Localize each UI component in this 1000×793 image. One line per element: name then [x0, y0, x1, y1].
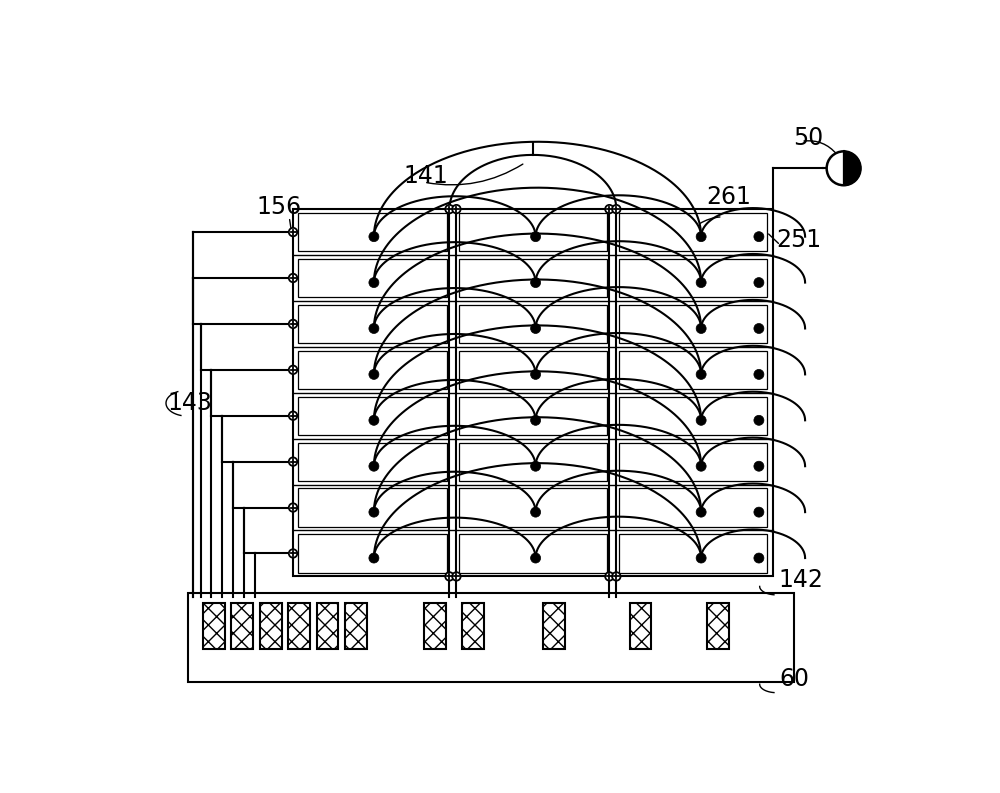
Bar: [298, 488, 447, 527]
Circle shape: [369, 462, 379, 471]
Bar: [619, 396, 767, 435]
Circle shape: [289, 412, 297, 420]
Circle shape: [452, 573, 461, 580]
Bar: [188, 593, 794, 682]
Bar: [260, 603, 282, 649]
Bar: [293, 209, 773, 577]
Circle shape: [754, 232, 764, 242]
Bar: [298, 442, 447, 481]
Circle shape: [696, 508, 706, 517]
Circle shape: [369, 508, 379, 517]
Bar: [298, 213, 447, 251]
Bar: [619, 259, 767, 297]
Circle shape: [827, 151, 861, 186]
Circle shape: [289, 274, 297, 282]
Bar: [630, 603, 651, 649]
Circle shape: [369, 278, 379, 288]
Circle shape: [289, 320, 297, 328]
Circle shape: [754, 324, 764, 334]
Bar: [619, 351, 767, 389]
Text: 142: 142: [778, 569, 823, 592]
Bar: [619, 488, 767, 527]
Bar: [459, 213, 607, 251]
Bar: [345, 603, 367, 649]
Circle shape: [696, 462, 706, 471]
Circle shape: [605, 573, 614, 580]
Text: 141: 141: [403, 164, 448, 188]
Text: 50: 50: [794, 125, 824, 150]
Circle shape: [754, 553, 764, 563]
Circle shape: [754, 462, 764, 471]
Bar: [459, 305, 607, 343]
Circle shape: [289, 228, 297, 236]
Circle shape: [696, 553, 706, 563]
Bar: [298, 305, 447, 343]
Circle shape: [612, 573, 621, 580]
Circle shape: [369, 232, 379, 242]
Circle shape: [696, 324, 706, 334]
Circle shape: [445, 205, 454, 213]
Circle shape: [289, 366, 297, 374]
Circle shape: [696, 370, 706, 379]
Text: 251: 251: [777, 228, 822, 252]
Circle shape: [445, 573, 454, 580]
Bar: [424, 603, 446, 649]
Bar: [543, 603, 565, 649]
Circle shape: [754, 508, 764, 517]
Bar: [298, 351, 447, 389]
Circle shape: [754, 278, 764, 288]
Polygon shape: [844, 151, 861, 186]
Circle shape: [531, 508, 541, 517]
Bar: [459, 396, 607, 435]
Bar: [619, 442, 767, 481]
Bar: [462, 603, 484, 649]
Circle shape: [531, 278, 541, 288]
Circle shape: [754, 370, 764, 379]
Bar: [203, 603, 225, 649]
Text: 261: 261: [707, 185, 751, 209]
Circle shape: [531, 232, 541, 242]
Circle shape: [369, 553, 379, 563]
Bar: [619, 534, 767, 573]
Text: 143: 143: [168, 391, 212, 416]
Bar: [317, 603, 338, 649]
Circle shape: [696, 232, 706, 242]
Bar: [459, 534, 607, 573]
Circle shape: [289, 550, 297, 557]
Circle shape: [369, 416, 379, 425]
Bar: [288, 603, 310, 649]
Circle shape: [612, 205, 621, 213]
Circle shape: [531, 553, 541, 563]
Circle shape: [289, 458, 297, 465]
Bar: [619, 305, 767, 343]
Bar: [231, 603, 253, 649]
Bar: [459, 488, 607, 527]
Circle shape: [369, 370, 379, 379]
Circle shape: [289, 504, 297, 511]
Circle shape: [696, 416, 706, 425]
Bar: [459, 259, 607, 297]
Circle shape: [531, 370, 541, 379]
Bar: [707, 603, 729, 649]
Circle shape: [452, 205, 461, 213]
Text: 156: 156: [257, 195, 302, 219]
Text: 60: 60: [779, 667, 809, 691]
Bar: [298, 396, 447, 435]
Bar: [459, 442, 607, 481]
Circle shape: [696, 278, 706, 288]
Circle shape: [531, 324, 541, 334]
Bar: [298, 259, 447, 297]
Circle shape: [369, 324, 379, 334]
Bar: [459, 351, 607, 389]
Circle shape: [605, 205, 614, 213]
Circle shape: [531, 462, 541, 471]
Bar: [298, 534, 447, 573]
Bar: [619, 213, 767, 251]
Circle shape: [754, 416, 764, 425]
Circle shape: [531, 416, 541, 425]
